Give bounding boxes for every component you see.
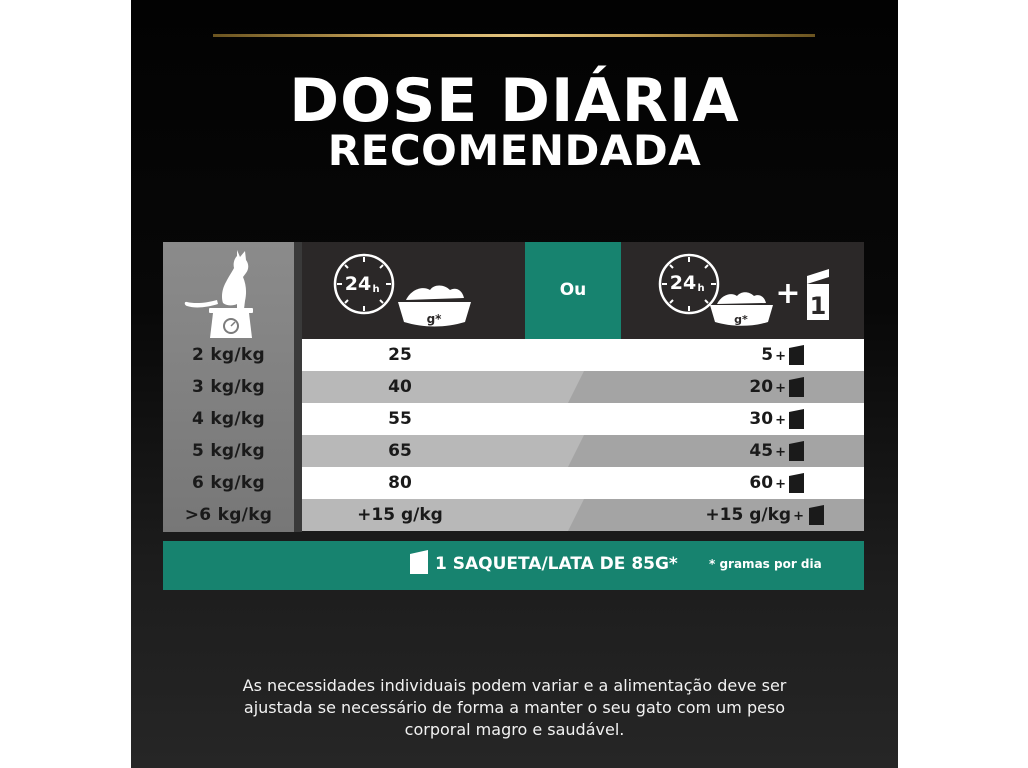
title-line-1: DOSE DIÁRIA [289,66,740,136]
weight-label: 2 kg/kg [191,345,265,365]
pouch-icon [789,377,804,397]
wet-amount: 20 + [749,377,786,397]
disclaimer-line-2: ajustada se necessário de forma a manter… [243,698,786,717]
wet-amount: +15 g/kg + [705,505,804,525]
wet-amount: 60 + [749,473,786,493]
weight-label: 6 kg/kg [191,473,265,493]
content-panel: DOSE DIÁRIA RECOMENDADA [131,0,898,768]
pouch-legend-bar: 1 SAQUETA/LATA DE 85G* * gramas por dia [163,541,864,590]
food-bowl-icon-right [710,292,773,326]
grams-note: * gramas por dia [709,557,822,571]
dry-amount: 25 [388,345,412,365]
pouch-count: 1 [810,292,827,320]
dry-amount: 55 [388,409,412,429]
table-row: 6 kg/kg 80 60 + [163,467,864,499]
pouch-icon [789,473,804,493]
table-row: 4 kg/kg 55 30 + [163,403,864,435]
weight-label: 3 kg/kg [191,377,265,397]
table-row: >6 kg/kg +15 g/kg +15 g/kg + [163,499,864,531]
pouch-icon [789,409,804,429]
left-clock-label: 24 [345,273,371,295]
pouch-icon [807,269,829,320]
gold-divider [213,34,815,37]
wet-amount: 30 + [749,409,786,429]
weight-label: 4 kg/kg [191,409,265,429]
table-row: 3 kg/kg 40 20 + [163,371,864,403]
pouch-legend-label: 1 SAQUETA/LATA DE 85G* [435,554,678,574]
dry-amount: +15 g/kg [357,505,443,525]
weight-label: >6 kg/kg [184,505,273,525]
feeding-table: 24 h g* Ou 24 h [163,242,864,590]
pouch-icon [410,550,428,574]
cat-on-scale-icon [184,250,253,338]
dry-amount: 40 [388,377,412,397]
wet-amount: 45 + [749,441,786,461]
column-divider [294,242,302,532]
dry-amount: 80 [388,473,412,493]
dry-amount: 65 [388,441,412,461]
table-row: 2 kg/kg 25 5 + [163,339,864,371]
clock-24h-icon-right: 24 h g* + 1 [658,253,829,326]
weight-label: 5 kg/kg [191,441,265,461]
dry-food-header: 24 h g* [302,242,525,339]
wet-amount: 5 + [761,345,786,365]
clock-24h-icon: 24 h g* [333,253,471,327]
or-label: Ou [525,242,621,339]
table-row: 5 kg/kg 65 45 + [163,435,864,467]
disclaimer-text: As necessidades individuais podem variar… [131,675,898,741]
weight-column [163,242,294,532]
pouch-icon [789,441,804,461]
right-clock-label: 24 [670,272,696,294]
plus-sign: + [775,276,800,311]
disclaimer-line-1: As necessidades individuais podem variar… [242,676,787,695]
title-line-2: RECOMENDADA [327,126,702,175]
mixed-feeding-header: 24 h g* + 1 [621,242,864,339]
disclaimer-line-3: corporal magro e saudável. [404,720,625,739]
pouch-icon [809,505,824,525]
pouch-icon [789,345,804,365]
left-bowl-label: g* [427,312,443,326]
right-clock-unit: h [697,283,704,294]
food-bowl-icon [398,285,471,327]
right-bowl-label: g* [734,313,748,326]
left-clock-unit: h [372,284,379,295]
